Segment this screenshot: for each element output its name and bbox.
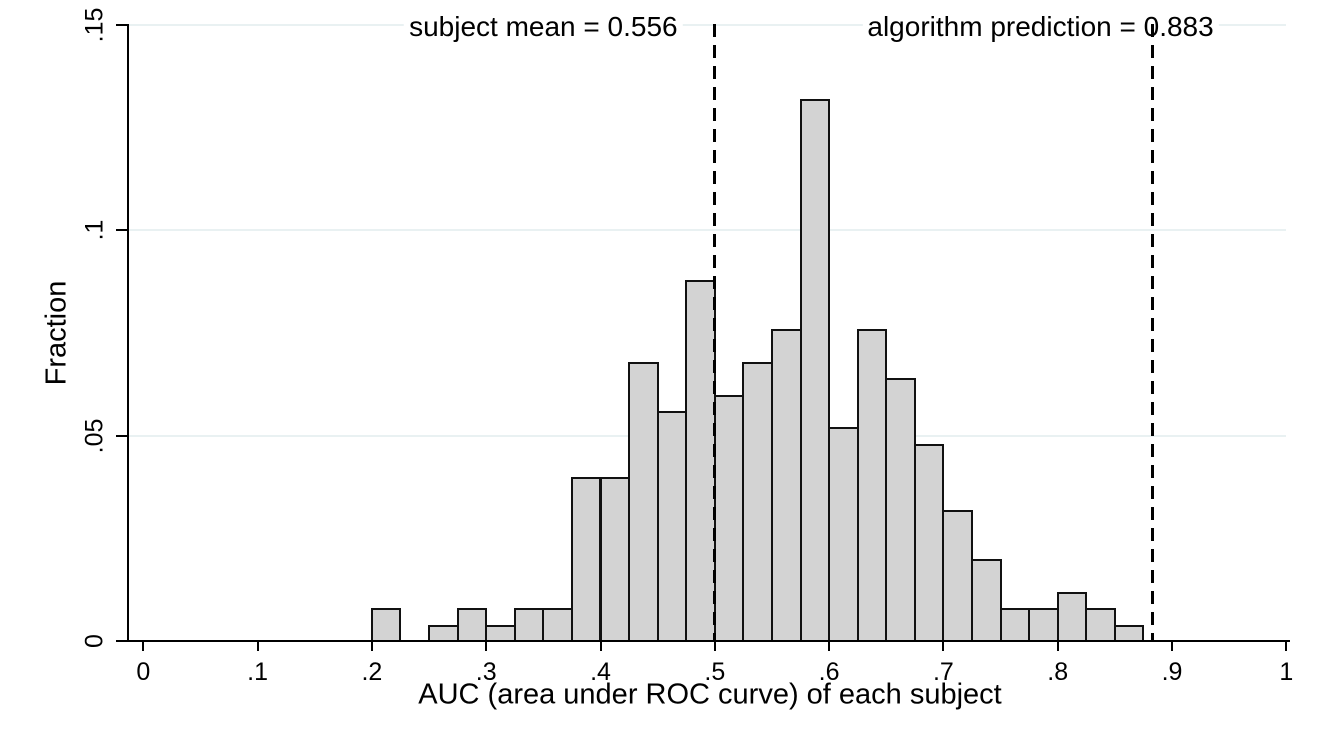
histogram-bar: [1028, 608, 1059, 642]
histogram-bar: [970, 558, 1002, 642]
x-axis-title: AUC (area under ROC curve) of each subje…: [418, 678, 1002, 711]
histogram-bar: [513, 608, 545, 642]
histogram-bar: [628, 361, 659, 642]
y-tick-mark: [116, 23, 128, 26]
x-tick-label: .3: [475, 658, 497, 686]
x-tick-mark: [713, 642, 716, 651]
histogram-bar: [828, 427, 859, 642]
x-tick-label: .4: [590, 658, 611, 686]
histogram-bar: [542, 608, 573, 642]
x-tick-mark: [1171, 642, 1173, 651]
x-tick-mark: [1056, 642, 1059, 651]
x-tick-label: 0: [136, 658, 151, 686]
x-tick-label: .7: [932, 658, 954, 686]
y-axis-line: [127, 24, 129, 642]
y-tick-label: .05: [80, 418, 109, 454]
histogram-bar: [370, 608, 402, 642]
y-tick-label: .1: [80, 219, 109, 241]
x-tick-mark: [142, 642, 145, 651]
x-tick-mark: [370, 642, 373, 651]
histogram-bar: [570, 476, 602, 642]
y-gridline: [129, 23, 1286, 26]
x-tick-label: 1: [1279, 658, 1294, 686]
histogram-bar: [742, 361, 773, 642]
x-axis-line: [127, 640, 1290, 642]
histogram-bar: [656, 411, 688, 642]
x-tick-mark: [485, 642, 488, 651]
histogram-bar: [1056, 591, 1088, 642]
histogram-bar: [770, 328, 802, 642]
histogram-bar: [885, 378, 916, 642]
y-axis-title: Fraction: [40, 280, 73, 386]
reference-line-algorithm-prediction: [1151, 24, 1155, 641]
histogram-bar: [799, 98, 831, 642]
x-tick-label: .9: [1161, 658, 1183, 686]
reference-label-subject-mean: subject mean = 0.556: [404, 11, 683, 43]
x-tick-mark: [256, 642, 259, 651]
x-tick-mark: [942, 642, 945, 651]
x-tick-mark: [828, 642, 831, 651]
reference-line-subject-mean: [713, 24, 717, 641]
x-tick-mark: [1285, 642, 1288, 651]
y-tick-mark: [116, 229, 128, 232]
y-tick-mark: [116, 640, 128, 642]
x-tick-label: .6: [818, 658, 840, 686]
histogram-bar: [599, 476, 631, 642]
x-tick-mark: [599, 642, 602, 651]
histogram-bar: [942, 509, 973, 642]
histogram-bar: [713, 394, 745, 642]
histogram-bar: [685, 279, 716, 642]
y-tick-mark: [116, 434, 128, 437]
x-tick-label: .5: [704, 658, 726, 686]
y-tick-label: 0: [80, 634, 109, 648]
x-tick-label: .1: [247, 658, 269, 686]
histogram-bar: [999, 608, 1031, 642]
y-tick-label: .15: [80, 7, 109, 43]
histogram-bar: [456, 608, 488, 642]
x-tick-label: .8: [1047, 658, 1069, 686]
histogram-bar: [856, 328, 888, 642]
histogram-bar: [1085, 608, 1116, 642]
x-tick-label: .2: [361, 658, 383, 686]
histogram-bar: [913, 443, 945, 642]
reference-label-algorithm-prediction: algorithm prediction = 0.883: [862, 11, 1219, 43]
y-gridline: [129, 229, 1286, 232]
